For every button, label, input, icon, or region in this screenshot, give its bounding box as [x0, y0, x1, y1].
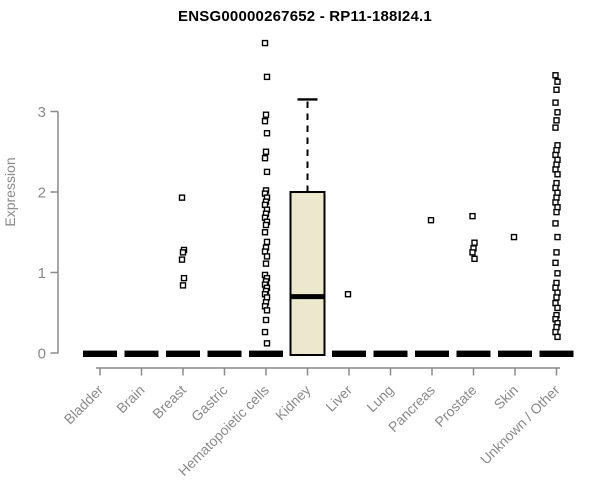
y-tick-label: 1 [38, 265, 46, 282]
outlier-point [178, 256, 186, 263]
outlier-point [344, 291, 352, 298]
outlier-point [554, 333, 561, 341]
outlier-point [553, 117, 560, 124]
category-label: Skin [491, 382, 522, 413]
outlier-point [263, 253, 271, 260]
y-axis-title: Expression [2, 157, 18, 226]
outlier-point [179, 249, 187, 256]
outlier-point [553, 294, 560, 301]
category-label: Bladder [61, 382, 107, 428]
outlier-point [263, 238, 271, 246]
outlier-point [262, 316, 270, 324]
category-label: Lung [363, 382, 396, 415]
outlier-point [263, 340, 271, 347]
outlier-point [469, 212, 476, 220]
outlier-point [263, 307, 271, 314]
outlier-point [554, 233, 561, 241]
outlier-point [552, 124, 559, 131]
category-label: Unknown / Other [477, 382, 563, 468]
outlier-point [263, 168, 271, 176]
boxplot-box [289, 191, 326, 356]
outlier-point [261, 154, 269, 162]
collapsed-boxplot [373, 350, 408, 357]
category-label: Kidney [272, 382, 314, 424]
category-label: Breast [149, 382, 189, 422]
collapsed-boxplot [83, 350, 117, 357]
outlier-point [427, 216, 435, 224]
outlier-point [552, 72, 559, 79]
outlier-point [553, 208, 560, 216]
outlier-point [262, 111, 270, 118]
outlier-point [262, 221, 270, 229]
outlier-point [469, 249, 476, 256]
collapsed-boxplot [456, 350, 491, 357]
category-label: Liver [322, 382, 355, 415]
outlier-point [263, 73, 271, 81]
outlier-point [180, 274, 188, 282]
chart-title: ENSG00000267652 - RP11-188I24.1 [178, 8, 432, 25]
category-label: Prostate [431, 382, 479, 430]
outlier-point [554, 109, 561, 116]
collapsed-boxplot [332, 350, 366, 357]
outlier-point [553, 86, 560, 93]
collapsed-boxplot [166, 350, 200, 357]
outlier-point [262, 260, 270, 267]
outlier-point [261, 117, 269, 125]
outlier-point [262, 148, 270, 155]
outlier-point [471, 239, 478, 246]
outlier-point [553, 249, 560, 256]
collapsed-boxplot [249, 350, 283, 357]
outlier-point [554, 78, 561, 85]
outlier-point [552, 99, 559, 106]
outlier-point [261, 328, 269, 336]
outlier-point [552, 259, 559, 267]
outlier-point [554, 171, 561, 178]
collapsed-boxplot [124, 350, 159, 357]
collapsed-boxplot [207, 350, 242, 357]
outlier-point [510, 233, 518, 241]
outlier-point [179, 282, 187, 289]
outlier-point [263, 130, 271, 137]
y-tick-label: 2 [38, 185, 46, 202]
category-label: Brain [113, 382, 147, 416]
outlier-point [554, 304, 561, 312]
outlier-point [178, 194, 186, 201]
collapsed-boxplot [498, 350, 532, 357]
y-tick-label: 3 [38, 104, 46, 121]
y-tick-label: 0 [38, 346, 46, 363]
outlier-point [471, 255, 478, 263]
outlier-point [552, 220, 559, 227]
collapsed-boxplot [415, 350, 449, 357]
collapsed-boxplot [539, 350, 574, 357]
outlier-point [554, 270, 561, 277]
outlier-point [261, 229, 269, 236]
outlier-point [261, 39, 269, 47]
